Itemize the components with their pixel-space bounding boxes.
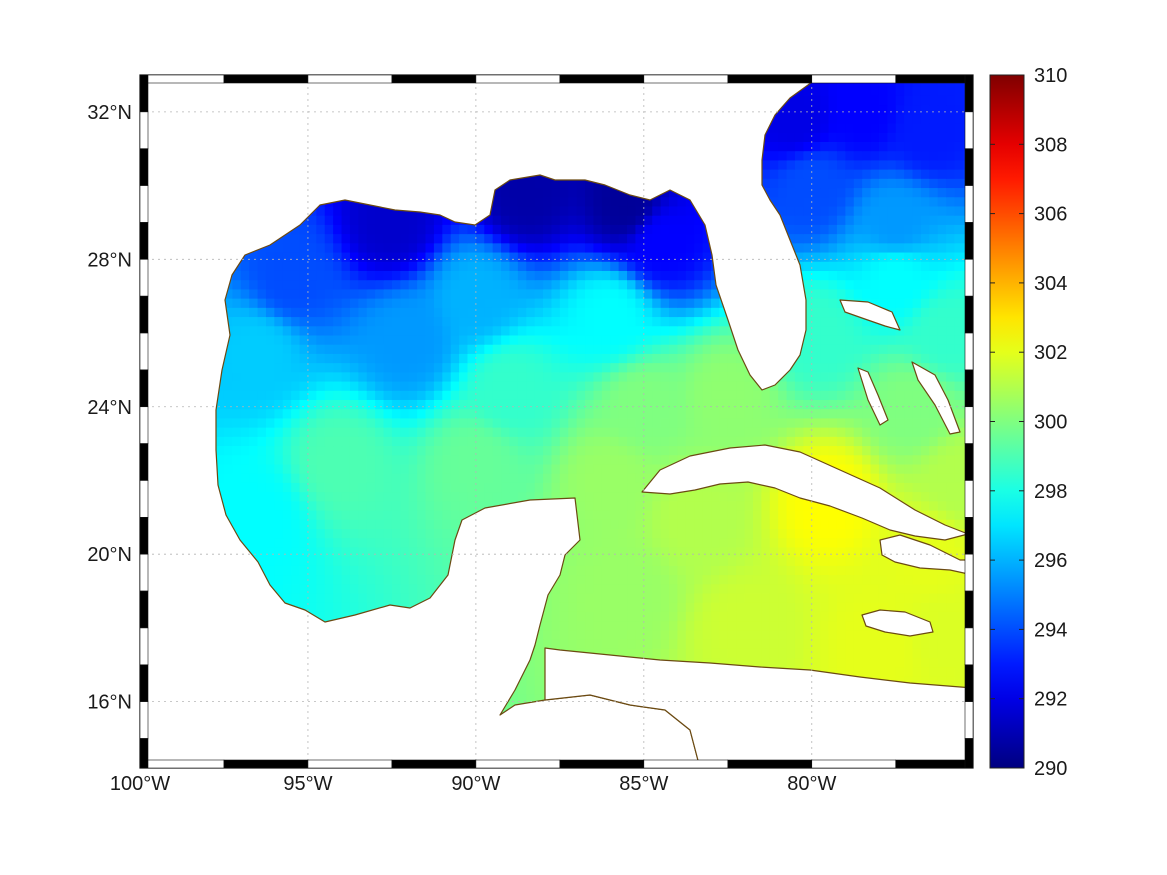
frame-segment [964,443,974,481]
frame-segment [964,222,974,260]
longitude-tick-labels: 100°W 95°W 90°W 85°W 80°W [110,773,837,795]
colorbar-gradient [989,74,1025,769]
frame-segment [964,664,974,702]
colorbar-tick-label: 310 [1034,65,1067,87]
frame-segment [139,74,225,84]
frame-segment [811,759,897,769]
frame-segment [964,627,974,666]
frame-segment [307,759,393,769]
frame-segment [139,369,149,408]
caribbean-data-void-shape [544,647,973,768]
frame-segment [964,701,974,739]
frame-segment [964,185,974,223]
frame-segment [139,222,149,260]
lon-tick-label: 95°W [283,773,332,795]
frame-segment [391,74,477,84]
colorbar-tick-label: 306 [1034,204,1067,226]
frame-segment [223,74,309,84]
frame-segment [643,759,729,769]
colorbar-tick-label: 290 [1034,758,1067,780]
lat-tick-label: 28°N [87,249,132,271]
frame-segment [139,259,149,297]
frame-segment [307,74,393,84]
bahamas-andros-shape [857,367,889,426]
colorbar-tick-label: 298 [1034,481,1067,503]
lat-tick-label: 20°N [87,544,132,566]
frame-segment [391,759,477,769]
lon-tick-label: 100°W [110,773,170,795]
frame-segment [139,443,149,481]
frame-segment [964,738,974,769]
frame-segment [139,480,149,518]
frame-segment [964,332,974,371]
frame-segment [139,148,149,186]
frame-segment [559,74,645,84]
map-frame [139,74,974,769]
frame-segment [964,553,974,592]
frame-segment [139,738,149,769]
colorbar-tick-label: 296 [1034,550,1067,572]
frame-segment [895,74,974,84]
frame-segment [964,406,974,444]
frame-segment [964,295,974,334]
latitude-tick-labels: 32°N 28°N 24°N 20°N 16°N [87,102,132,714]
frame-segment [727,74,813,84]
lon-tick-label: 80°W [787,773,836,795]
frame-segment [139,517,149,555]
colorbar-tick-label: 304 [1034,273,1067,295]
frame-segment [964,517,974,555]
frame-segment [727,759,813,769]
map-axes: 100°W 95°W 90°W 85°W 80°W 32°N 28°N 24°N 20°N 16… [87,74,974,795]
frame-segment [139,553,149,592]
frame-segment [139,664,149,702]
frame-segment [139,406,149,444]
frame-segment [139,627,149,666]
lon-tick-label: 90°W [451,773,500,795]
frame-segment [139,332,149,371]
frame-segment [964,369,974,408]
frame-segment [964,480,974,518]
jamaica-shape [861,609,934,637]
frame-segment [139,74,149,113]
frame-segment [559,759,645,769]
frame-segment [475,759,561,769]
frame-segment [139,759,225,769]
colorbar-tick-label: 294 [1034,619,1067,641]
hispaniola-shape [879,534,973,576]
lat-tick-label: 16°N [87,692,132,714]
cuba-shape [641,444,969,541]
frame-segment [964,111,974,150]
frame-segment [223,759,309,769]
frame-segment [811,74,897,84]
bahamas-east-shape [911,361,961,435]
lon-tick-label: 85°W [619,773,668,795]
frame-segment [475,74,561,84]
frame-segment [139,185,149,223]
frame-segment [139,701,149,739]
colorbar: 310 308 306 304 302 300 298 296 294 292 290 [989,65,1067,780]
colorbar-tick-label: 302 [1034,342,1067,364]
land-mask [140,75,973,768]
frame-segment [964,148,974,186]
frame-segment [643,74,729,84]
graticule [140,75,973,768]
frame-segment [139,295,149,334]
frame-segment [895,759,974,769]
lat-tick-label: 32°N [87,102,132,124]
frame-segment [964,74,974,113]
frame-segment [964,590,974,629]
frame-segment [139,590,149,629]
colorbar-ticks: 310 308 306 304 302 300 298 296 294 292 290 [990,65,1067,780]
lat-tick-label: 24°N [87,397,132,419]
frame-segment [139,111,149,150]
bahamas-north-shape [839,299,901,331]
colorbar-tick-label: 300 [1034,412,1067,434]
frame-segment [964,259,974,297]
north-america-mainland-shape [140,75,821,768]
colorbar-tick-label: 308 [1034,134,1067,156]
colorbar-tick-label: 292 [1034,689,1067,711]
